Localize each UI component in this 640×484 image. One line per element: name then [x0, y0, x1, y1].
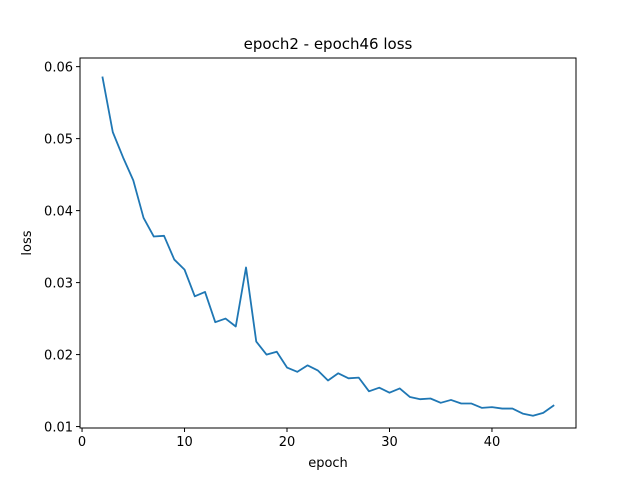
- y-axis: 0.01 0.02 0.03 0.04 0.05 0.06: [44, 61, 80, 436]
- chart-title: epoch2 - epoch46 loss: [244, 35, 413, 53]
- y-tick-label: 0.03: [44, 277, 73, 292]
- plot-frame: [79, 57, 577, 429]
- y-axis-label: loss: [20, 230, 35, 255]
- y-tick-label: 0.01: [44, 421, 73, 436]
- y-tick-label: 0.02: [44, 349, 73, 364]
- x-tick-label: 40: [484, 435, 501, 450]
- x-tick-label: 20: [279, 435, 296, 450]
- y-tick-label: 0.06: [44, 61, 73, 76]
- plot-area: [101, 76, 555, 417]
- loss-series-line: [101, 76, 555, 417]
- x-tick-label: 10: [176, 435, 193, 450]
- x-axis: 0 10 20 30 40: [78, 428, 500, 450]
- x-tick-label: 0: [78, 435, 86, 450]
- y-tick-label: 0.05: [44, 133, 73, 148]
- y-tick-label: 0.04: [44, 205, 73, 220]
- x-axis-label: epoch: [308, 456, 348, 471]
- x-tick-label: 30: [381, 435, 398, 450]
